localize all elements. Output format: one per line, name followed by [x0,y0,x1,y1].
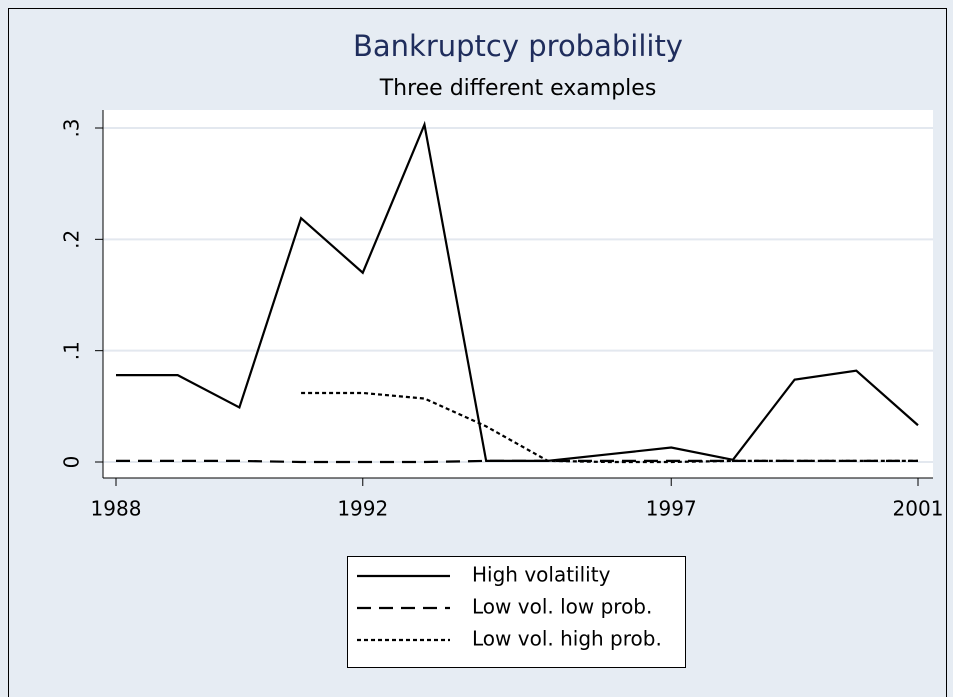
y-tick-label: 0 [60,456,84,469]
x-tick-label: 2001 [893,497,944,521]
frame [8,8,947,697]
chart-subtitle: Three different examples [379,76,657,101]
legend-label: Low vol. high prob. [472,627,662,651]
series-line [301,391,918,464]
x-tick-label: 1997 [646,497,697,521]
y-tick-label: .3 [60,118,84,137]
legend-label: Low vol. low prob. [472,595,652,619]
y-tick-label: .2 [60,230,84,249]
legend-label: High volatility [472,563,611,587]
x-tick-label: 1992 [337,497,388,521]
x-tick-label: 1988 [91,497,142,521]
chart-title: Bankruptcy probability [353,29,683,63]
plot-region [103,110,933,478]
y-tick-label: .1 [60,341,84,360]
